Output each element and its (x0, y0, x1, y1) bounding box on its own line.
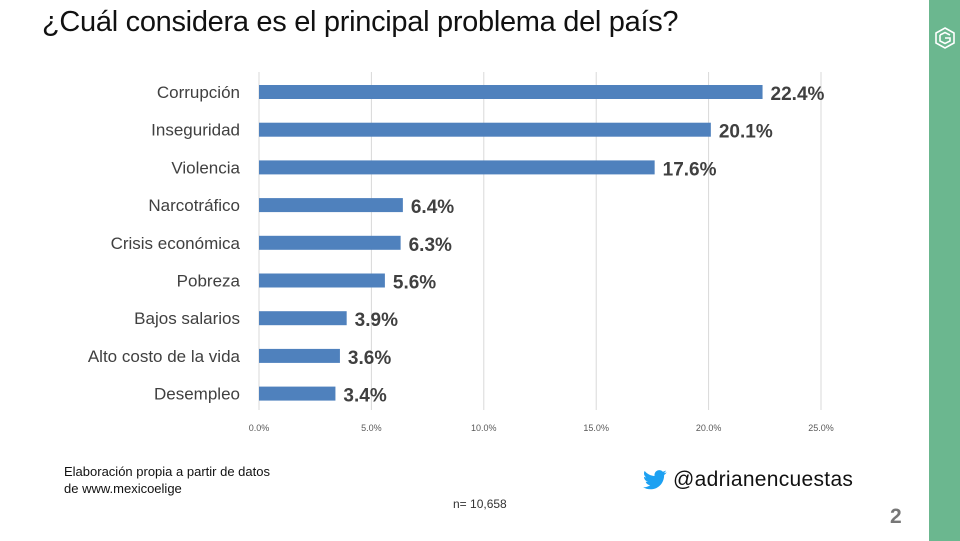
data-label: 20.1% (719, 122, 773, 143)
data-label: 17.6% (663, 159, 717, 180)
x-tick-label: 25.0% (808, 423, 834, 433)
category-label: Corrupción (157, 83, 240, 102)
category-label: Pobreza (177, 272, 241, 291)
category-label: Narcotráfico (148, 196, 240, 215)
data-label: 5.6% (393, 273, 436, 294)
bar (259, 85, 763, 99)
bar (259, 386, 336, 401)
data-label: 3.4% (343, 386, 386, 407)
bar (259, 311, 347, 326)
x-tick-label: 10.0% (471, 423, 497, 433)
bar-chart: 0.0% 5.0% 10.0% 15.0% 20.0% 25.0% Corrupción 22… (88, 72, 834, 433)
slide-title: ¿Cuál considera es el principal problema… (42, 6, 679, 38)
category-label: Inseguridad (151, 121, 240, 140)
sample-size: n= 10,658 (453, 497, 507, 511)
twitter-bird-icon (643, 470, 667, 490)
twitter-credit: @adrianencuestas (643, 468, 853, 492)
bar (259, 122, 711, 137)
category-label: Violencia (171, 158, 240, 177)
bar (259, 198, 403, 213)
footnote-line-1: Elaboración propia a partir de datos (64, 464, 270, 479)
bar (259, 273, 385, 288)
category-label: Bajos salarios (134, 309, 240, 328)
category-label: Desempleo (154, 385, 240, 404)
data-label: 3.9% (355, 310, 398, 331)
bar (259, 348, 340, 363)
x-tick-label: 15.0% (583, 423, 609, 433)
x-tick-label: 0.0% (249, 423, 270, 433)
brand-logo-icon (935, 27, 955, 49)
category-label: Crisis económica (111, 234, 241, 253)
bar (259, 235, 401, 250)
twitter-handle: @adrianencuestas (673, 468, 854, 491)
slide-number: 2 (890, 505, 902, 528)
data-label: 6.4% (411, 197, 454, 218)
bar (259, 160, 655, 175)
side-accent-bar (929, 0, 960, 541)
category-label: Alto costo de la vida (88, 347, 241, 366)
data-label: 22.4% (771, 84, 825, 105)
source-footnote: Elaboración propia a partir de datos de … (64, 463, 270, 497)
data-label: 6.3% (409, 235, 452, 256)
x-tick-label: 5.0% (361, 423, 382, 433)
x-tick-label: 20.0% (696, 423, 722, 433)
data-label: 3.6% (348, 348, 391, 369)
footnote-line-2: de www.mexicoelige (64, 481, 182, 496)
